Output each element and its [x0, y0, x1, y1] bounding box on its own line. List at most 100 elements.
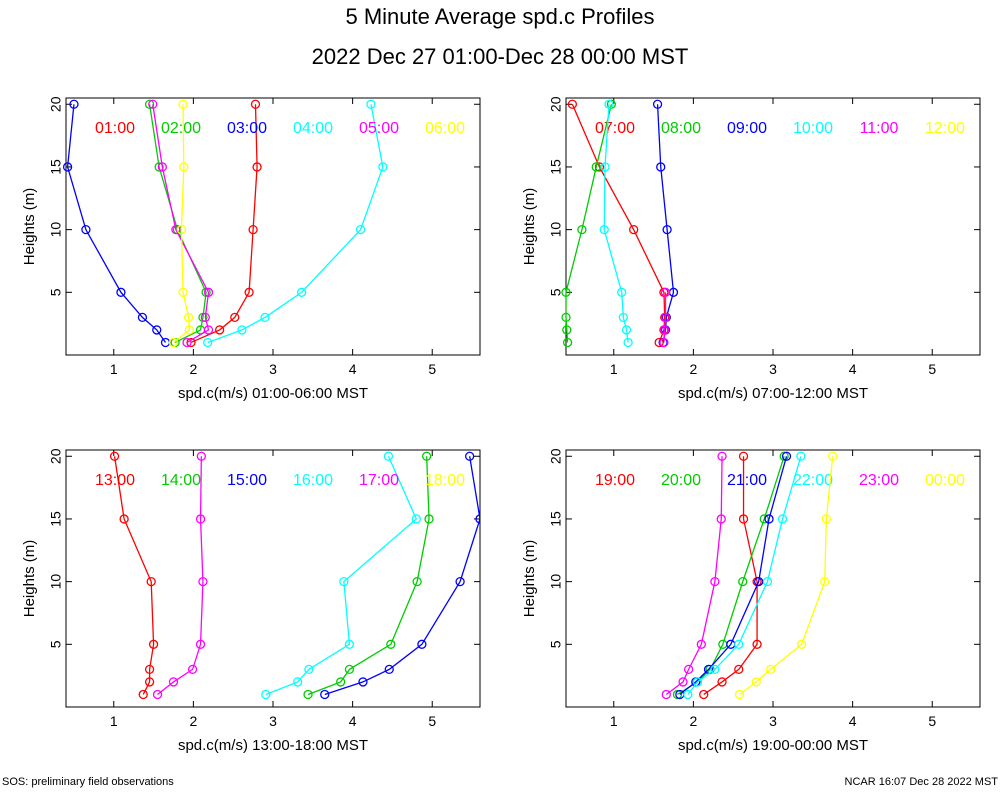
chart-subtitle: 2022 Dec 27 01:00-Dec 28 00:00 MST — [311, 44, 689, 69]
series-line-08:00 — [565, 104, 613, 343]
data-point — [765, 664, 776, 675]
data-point — [672, 689, 683, 700]
data-point — [577, 224, 587, 235]
legend-label: 09:00 — [727, 120, 767, 137]
data-point — [561, 287, 571, 297]
series-line-10:00 — [603, 104, 629, 343]
data-point — [386, 639, 396, 649]
data-point — [339, 576, 349, 587]
data-point — [195, 514, 206, 524]
data-point — [738, 576, 748, 587]
data-point — [821, 514, 831, 524]
data-point — [417, 639, 427, 649]
legend-label: 19:00 — [595, 472, 635, 489]
data-point — [660, 325, 670, 335]
data-point — [562, 325, 572, 335]
data-point — [195, 639, 206, 649]
data-point — [629, 224, 639, 235]
series-line-17:00 — [157, 456, 204, 695]
x-axis-label: spd.c(m/s) 07:00-12:00 MST — [678, 385, 868, 402]
x-tick-label: 2 — [689, 713, 697, 729]
data-point — [734, 689, 745, 700]
data-point — [119, 514, 129, 524]
data-point — [184, 325, 195, 335]
y-tick-label: 5 — [548, 288, 564, 296]
series-line-06:00 — [173, 104, 191, 343]
data-point — [623, 337, 633, 348]
data-point — [178, 287, 188, 297]
x-tick-label: 4 — [849, 361, 857, 377]
data-point — [779, 451, 789, 461]
data-point — [617, 287, 627, 297]
data-point — [230, 312, 240, 323]
data-point — [62, 162, 73, 172]
data-point — [762, 576, 773, 587]
data-point — [215, 325, 225, 335]
chart-title: 5 Minute Average spd.c Profiles — [345, 4, 655, 29]
x-tick-label: 4 — [349, 713, 357, 729]
data-point — [171, 224, 181, 235]
series-line-14:00 — [307, 456, 430, 696]
data-point — [594, 162, 605, 172]
y-tick-label: 20 — [48, 96, 64, 112]
x-axis-label: spd.c(m/s) 13:00-18:00 MST — [178, 737, 368, 754]
data-point — [248, 224, 258, 235]
series-line-11:00 — [663, 292, 667, 343]
data-point — [475, 514, 480, 524]
data-point — [344, 639, 355, 649]
x-tick-label: 3 — [769, 713, 777, 729]
x-tick-label: 1 — [610, 361, 618, 377]
series-line-02:00 — [148, 104, 207, 344]
data-point — [250, 99, 261, 109]
data-point — [198, 576, 208, 587]
data-point — [661, 689, 671, 700]
data-point — [600, 162, 610, 172]
data-point — [366, 99, 376, 109]
data-point — [168, 677, 179, 687]
data-point — [148, 99, 158, 109]
data-point — [820, 576, 830, 587]
legend-label: 02:00 — [161, 120, 201, 137]
data-point — [683, 664, 694, 675]
data-point — [182, 337, 192, 348]
data-point — [710, 576, 720, 587]
data-point — [237, 325, 247, 335]
x-tick-label: 5 — [428, 361, 436, 377]
x-tick-label: 1 — [610, 713, 618, 729]
x-tick-label: 2 — [189, 361, 197, 377]
data-point — [178, 99, 188, 109]
data-point — [384, 664, 394, 675]
legend-label: 05:00 — [359, 120, 399, 137]
data-point — [378, 162, 388, 172]
data-point — [200, 312, 210, 323]
y-tick-label: 5 — [48, 288, 64, 296]
data-point — [187, 664, 198, 675]
legend-label: 18:00 — [425, 472, 465, 489]
x-tick-label: 2 — [189, 713, 197, 729]
legend-label: 15:00 — [227, 472, 267, 489]
data-point — [738, 451, 749, 461]
legend-label: 21:00 — [727, 472, 767, 489]
legend-label: 08:00 — [661, 120, 701, 137]
data-point — [678, 677, 688, 687]
data-point — [137, 312, 148, 323]
data-point — [304, 664, 314, 675]
legend-label: 17:00 — [359, 472, 399, 489]
data-point — [716, 514, 726, 524]
data-point — [260, 312, 270, 323]
data-point — [383, 451, 394, 461]
y-tick-label: 5 — [48, 640, 64, 648]
data-point — [109, 451, 120, 461]
x-tick-label: 5 — [428, 713, 436, 729]
y-tick-label: 20 — [48, 448, 64, 464]
data-point — [764, 514, 774, 524]
footer-left-note: SOS: preliminary field observations — [2, 776, 174, 788]
y-tick-label: 10 — [548, 574, 564, 590]
legend-label: 13:00 — [95, 472, 135, 489]
data-point — [754, 576, 764, 587]
series-line-23:00 — [665, 456, 723, 695]
data-point — [699, 689, 709, 700]
data-point — [144, 664, 155, 675]
data-point — [203, 325, 214, 335]
data-point — [144, 99, 155, 109]
